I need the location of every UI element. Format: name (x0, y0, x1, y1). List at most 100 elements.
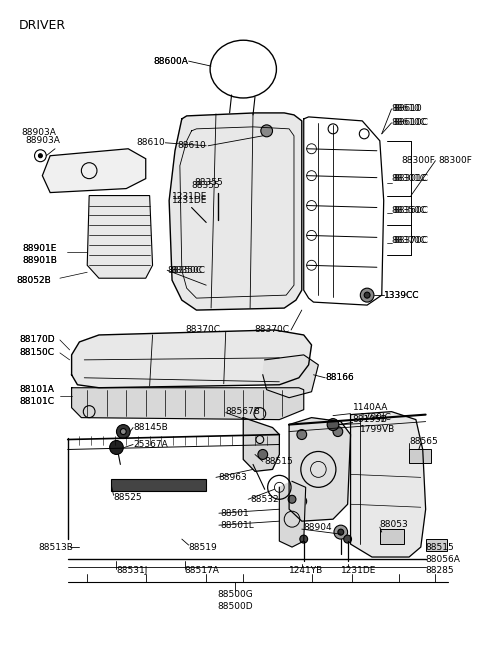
Text: 88101C: 88101C (19, 397, 54, 406)
Circle shape (327, 419, 339, 430)
Polygon shape (42, 149, 146, 193)
Text: 88101A: 88101A (19, 385, 54, 394)
Text: 88963: 88963 (218, 473, 247, 482)
Text: 88565: 88565 (409, 437, 438, 446)
Text: 88300F: 88300F (438, 156, 472, 165)
Text: 1140AA: 1140AA (352, 403, 388, 412)
FancyBboxPatch shape (426, 539, 447, 551)
FancyBboxPatch shape (110, 479, 206, 491)
Text: 88301C: 88301C (394, 174, 429, 183)
Circle shape (261, 125, 273, 137)
Polygon shape (350, 411, 426, 557)
Text: 88600A: 88600A (154, 56, 189, 66)
Text: 88195B: 88195B (352, 415, 387, 424)
Text: 88531J: 88531J (117, 567, 148, 576)
Text: 1799VB: 1799VB (360, 425, 396, 434)
Polygon shape (279, 481, 306, 547)
Text: 25367A: 25367A (133, 440, 168, 449)
Text: 88300F: 88300F (402, 156, 435, 165)
Text: 88501L: 88501L (221, 521, 254, 530)
Text: 1231DE: 1231DE (341, 567, 376, 576)
Circle shape (117, 424, 130, 439)
Text: 88517A: 88517A (185, 567, 220, 576)
Text: 88610C: 88610C (394, 119, 429, 127)
Text: 1339CC: 1339CC (384, 291, 419, 299)
Text: 88500D: 88500D (217, 603, 253, 611)
Text: 1231DE: 1231DE (172, 196, 207, 205)
Text: 88350C: 88350C (170, 266, 205, 274)
Circle shape (364, 292, 370, 298)
Text: 88610: 88610 (136, 138, 165, 147)
Text: 88285: 88285 (426, 567, 454, 576)
Polygon shape (169, 113, 302, 310)
Text: 88101C: 88101C (19, 397, 54, 406)
Text: 88370C: 88370C (394, 236, 429, 245)
Text: 88166: 88166 (325, 373, 354, 383)
Polygon shape (87, 196, 153, 278)
Text: 1799JC: 1799JC (360, 413, 392, 422)
Text: 88052B: 88052B (16, 276, 51, 285)
Circle shape (338, 529, 344, 535)
Text: 1241YB: 1241YB (289, 567, 324, 576)
Text: 88370C: 88370C (254, 326, 289, 335)
Text: 88567B: 88567B (226, 407, 261, 416)
Polygon shape (243, 418, 279, 472)
Text: 1231DE: 1231DE (172, 192, 207, 201)
Text: 88350C: 88350C (392, 206, 427, 215)
Text: 88056A: 88056A (426, 555, 460, 563)
Circle shape (288, 495, 296, 503)
Text: 88610: 88610 (394, 104, 422, 113)
Text: 88101A: 88101A (19, 385, 54, 394)
Text: 88370C: 88370C (392, 236, 427, 245)
Text: 88610: 88610 (392, 104, 420, 113)
Text: 88355: 88355 (194, 178, 223, 187)
Circle shape (109, 441, 123, 455)
Circle shape (297, 430, 307, 440)
Text: 88525: 88525 (114, 493, 142, 502)
Circle shape (360, 288, 374, 302)
Text: 88150C: 88150C (19, 348, 54, 358)
Text: 88370C: 88370C (186, 326, 221, 335)
Circle shape (334, 525, 348, 539)
Text: 88904: 88904 (304, 523, 332, 532)
Text: 88610: 88610 (178, 141, 206, 150)
Polygon shape (72, 388, 304, 420)
Polygon shape (72, 330, 312, 388)
Text: 88350C: 88350C (394, 206, 429, 215)
Text: 88053: 88053 (380, 519, 408, 529)
Text: 88901B: 88901B (23, 256, 58, 265)
Circle shape (120, 428, 126, 434)
Text: 88166: 88166 (325, 373, 354, 383)
Text: 88500G: 88500G (217, 590, 253, 599)
Text: 88355: 88355 (192, 181, 220, 190)
Text: 88903A: 88903A (26, 136, 60, 145)
Text: 88170D: 88170D (19, 335, 55, 345)
Circle shape (344, 535, 351, 543)
Text: 88301C: 88301C (392, 174, 427, 183)
Text: 88052B: 88052B (16, 276, 51, 285)
Circle shape (258, 449, 268, 459)
Text: 88150C: 88150C (19, 348, 54, 358)
Text: 88145B: 88145B (133, 423, 168, 432)
Text: DRIVER: DRIVER (19, 19, 66, 32)
Text: 88513B: 88513B (38, 542, 73, 552)
Text: 88610C: 88610C (392, 119, 427, 127)
Polygon shape (289, 418, 350, 521)
Circle shape (201, 221, 211, 231)
Text: 88600A: 88600A (154, 56, 189, 66)
Text: 88901B: 88901B (23, 256, 58, 265)
Text: 88901E: 88901E (23, 244, 57, 253)
Text: 88519: 88519 (189, 542, 217, 552)
FancyBboxPatch shape (409, 449, 431, 464)
Text: 88901E: 88901E (23, 244, 57, 253)
Text: 88350C: 88350C (167, 266, 202, 274)
Text: 88532: 88532 (250, 495, 279, 504)
Text: 88903A: 88903A (21, 128, 56, 138)
Circle shape (300, 535, 308, 543)
Text: 88515: 88515 (265, 457, 293, 466)
FancyBboxPatch shape (214, 219, 222, 233)
FancyBboxPatch shape (380, 529, 404, 544)
Text: 88170D: 88170D (19, 335, 55, 345)
Circle shape (297, 496, 307, 506)
Text: 1339CC: 1339CC (384, 291, 419, 299)
